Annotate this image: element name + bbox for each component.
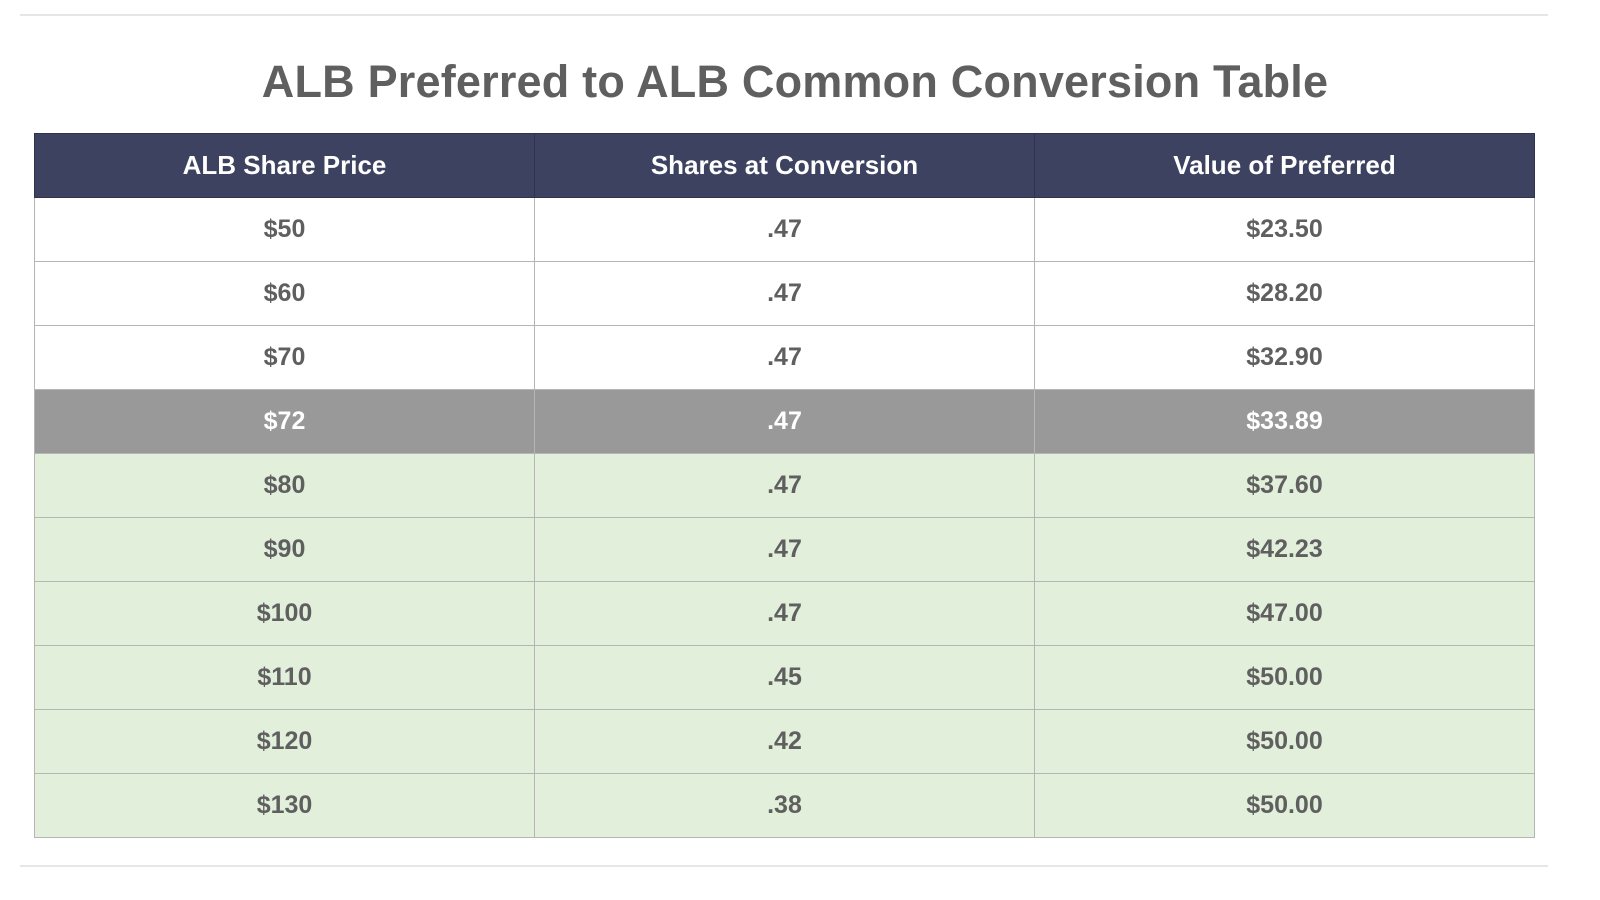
share-price-cell: $70	[34, 325, 535, 390]
value-of-preferred-cell: $28.20	[1034, 261, 1535, 326]
table-row: $130.38 $50.00	[34, 773, 1535, 838]
value-of-preferred-cell: $33.89	[1034, 389, 1535, 454]
value-of-preferred-cell: $23.50	[1034, 197, 1535, 262]
header-value-of-preferred: Value of Preferred	[1034, 133, 1535, 198]
table-title: ALB Preferred to ALB Common Conversion T…	[261, 56, 1329, 107]
table-row: $70.47 $32.90	[34, 325, 1535, 390]
header-row: ALB Share Price Shares at Conversion Val…	[34, 133, 1535, 198]
top-divider	[20, 14, 1548, 16]
value-of-preferred-cell: $42.23	[1034, 517, 1535, 582]
value-of-preferred-cell: $37.60	[1034, 453, 1535, 518]
share-price-cell: $100	[34, 581, 535, 646]
shares-at-conversion-cell: .45	[534, 645, 1035, 710]
share-price-cell: $110	[34, 645, 535, 710]
value-of-preferred-cell: $47.00	[1034, 581, 1535, 646]
share-price-cell: $90	[34, 517, 535, 582]
bottom-divider	[20, 865, 1548, 867]
shares-at-conversion-cell: .47	[534, 197, 1035, 262]
shares-at-conversion-cell: .47	[534, 581, 1035, 646]
shares-at-conversion-cell: .47	[534, 389, 1035, 454]
table-row: $120.42 $50.00	[34, 709, 1535, 774]
shares-at-conversion-cell: .47	[534, 517, 1035, 582]
conversion-table: ALB Share Price Shares at Conversion Val…	[34, 133, 1535, 838]
table-body: $50.47 $23.50 $60.47 $28.20 $70.47 $32.90 $72.…	[34, 197, 1535, 838]
table-row: $72.47 $33.89	[34, 389, 1535, 454]
share-price-cell: $130	[34, 773, 535, 838]
table-row: $90.47 $42.23	[34, 517, 1535, 582]
header-shares-at-conversion: Shares at Conversion	[534, 133, 1035, 198]
value-of-preferred-cell: $32.90	[1034, 325, 1535, 390]
shares-at-conversion-cell: .47	[534, 453, 1035, 518]
value-of-preferred-cell: $50.00	[1034, 773, 1535, 838]
share-price-cell: $60	[34, 261, 535, 326]
shares-at-conversion-cell: .42	[534, 709, 1035, 774]
shares-at-conversion-cell: .47	[534, 325, 1035, 390]
header-share-price: ALB Share Price	[34, 133, 535, 198]
table-row: $110.45 $50.00	[34, 645, 1535, 710]
table-row: $50.47 $23.50	[34, 197, 1535, 262]
table-row: $100.47 $47.00	[34, 581, 1535, 646]
value-of-preferred-cell: $50.00	[1034, 709, 1535, 774]
value-of-preferred-cell: $50.00	[1034, 645, 1535, 710]
shares-at-conversion-cell: .38	[534, 773, 1035, 838]
share-price-cell: $120	[34, 709, 535, 774]
share-price-cell: $80	[34, 453, 535, 518]
shares-at-conversion-cell: .47	[534, 261, 1035, 326]
share-price-cell: $50	[34, 197, 535, 262]
table-row: $80.47 $37.60	[34, 453, 1535, 518]
table-row: $60.47 $28.20	[34, 261, 1535, 326]
share-price-cell: $72	[34, 389, 535, 454]
